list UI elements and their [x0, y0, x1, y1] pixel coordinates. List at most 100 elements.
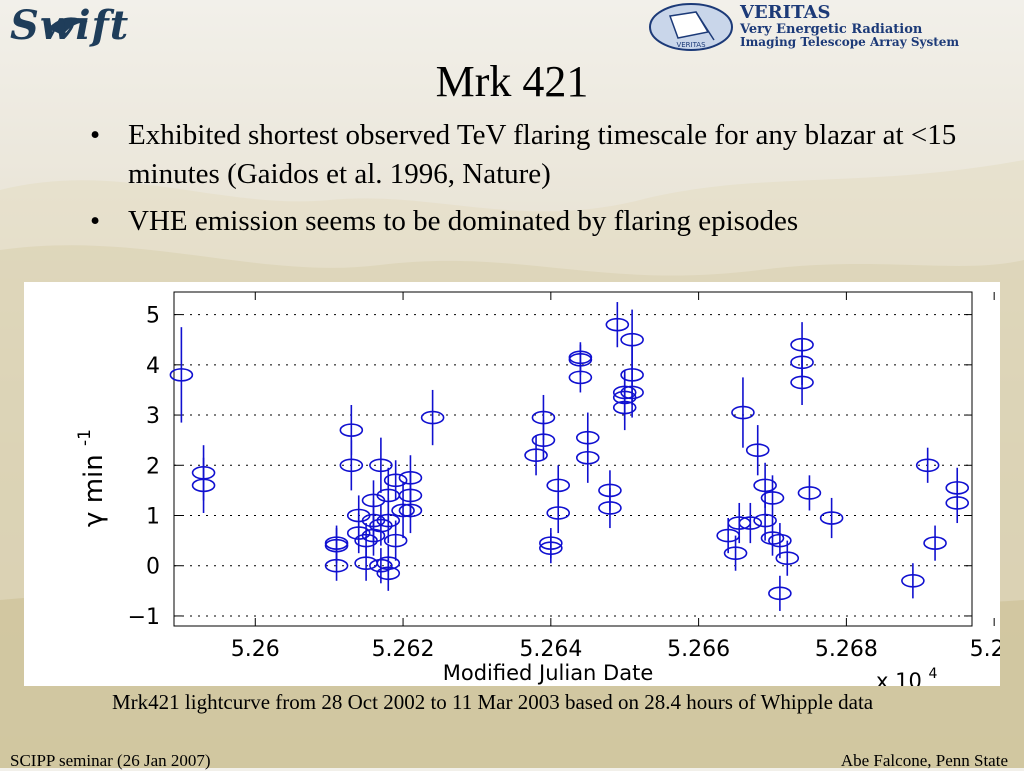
data-point [598, 487, 622, 529]
bullet-item: Exhibited shortest observed TeV flaring … [82, 116, 962, 194]
data-point [768, 575, 792, 611]
data-point [915, 447, 940, 483]
data-marker [539, 541, 563, 555]
plot-frame [173, 291, 973, 627]
data-marker [753, 513, 777, 528]
x-axis-multiplier: x 10 4 [876, 666, 938, 686]
data-marker [620, 385, 644, 400]
data-point [797, 475, 822, 511]
data-point [420, 389, 445, 446]
x-axis: 5.26 5.262 5.264 5.266 5.268 5.27 [231, 292, 1019, 662]
data-point [738, 502, 763, 544]
data-marker [738, 516, 763, 530]
data-series [169, 302, 970, 611]
x-axis-label: Modified Julian Date [443, 661, 654, 685]
data-marker [768, 533, 792, 548]
data-marker [723, 546, 748, 560]
data-point [620, 309, 644, 370]
data-marker [745, 443, 770, 458]
data-marker [598, 501, 622, 515]
data-point [768, 523, 792, 559]
y-axis-label-text: γ min [79, 454, 109, 527]
data-marker [901, 573, 925, 588]
swift-logo-text: Swift [10, 2, 130, 49]
y-tick-label: 1 [146, 505, 160, 530]
data-marker [945, 496, 970, 510]
chart-canvas: −1 0 1 2 3 4 5 5.26 5.262 5.264 5.266 5.268 5.27 γ … [75, 291, 1019, 693]
bullet-list: Exhibited shortest observed TeV flaring … [82, 116, 962, 249]
figure-caption: Mrk421 lightcurve from 28 Oct 2002 to 11… [112, 690, 874, 714]
data-point [753, 462, 777, 508]
data-point [760, 520, 785, 556]
data-point [169, 327, 194, 423]
veritas-subtitle-line2: Imaging Telescope Array System [740, 35, 960, 49]
data-marker [191, 478, 216, 493]
data-point [760, 475, 785, 521]
data-marker [391, 503, 415, 518]
data-marker [790, 375, 814, 390]
veritas-subtitle-line1: Very Energetic Radiation [740, 22, 923, 37]
data-point [731, 377, 755, 448]
data-marker [531, 433, 556, 447]
x-tick-label: 5.266 [667, 637, 730, 662]
data-point [539, 533, 563, 564]
data-marker [760, 531, 785, 545]
data-marker [369, 558, 393, 573]
data-point [568, 362, 593, 393]
data-marker [768, 586, 792, 601]
data-marker [605, 317, 630, 332]
x-axis-multiplier-exponent: 4 [929, 666, 938, 682]
y-axis-label: γ min -1 [75, 429, 109, 527]
data-marker [575, 450, 600, 465]
data-point [369, 437, 393, 493]
data-point [775, 540, 800, 576]
veritas-emblem-label: VERITAS [676, 41, 706, 49]
data-marker [620, 332, 644, 347]
data-point [546, 492, 571, 534]
data-marker [915, 458, 940, 473]
data-point [324, 550, 349, 581]
veritas-title: VERITAS [740, 2, 831, 23]
data-marker [524, 448, 548, 463]
data-marker [546, 478, 571, 493]
y-axis: −1 0 1 2 3 4 5 [128, 304, 972, 630]
data-point [339, 440, 364, 491]
data-point [612, 384, 637, 431]
data-point [346, 512, 371, 554]
data-point [531, 420, 556, 461]
data-marker [339, 423, 364, 437]
x-tick-label: 5.268 [815, 637, 878, 662]
data-point [376, 555, 401, 591]
data-marker [775, 551, 800, 565]
data-point [383, 460, 408, 501]
slide-title: Mrk 421 [435, 57, 589, 106]
x-tick-label: 5.264 [519, 637, 582, 662]
y-tick-label: −1 [128, 605, 160, 630]
data-marker [376, 566, 401, 581]
bullet-item: VHE emission seems to be dominated by fl… [82, 202, 962, 241]
data-point [819, 497, 844, 539]
data-marker [546, 506, 571, 520]
veritas-logo: VERITAS VERITAS Very Energetic Radiation… [648, 2, 1020, 52]
y-tick-label: 2 [146, 454, 160, 479]
data-marker [612, 400, 637, 415]
data-marker [753, 478, 777, 493]
data-point [723, 535, 748, 571]
data-marker [383, 533, 408, 548]
data-marker [819, 511, 844, 525]
data-marker [324, 558, 349, 573]
data-point [398, 487, 423, 534]
footer-author: Abe Falcone, Penn State [840, 751, 1008, 770]
data-marker [797, 486, 822, 500]
data-point [605, 302, 630, 348]
x-axis-multiplier-text: x 10 [876, 669, 922, 686]
data-marker [398, 503, 423, 518]
data-point [620, 367, 644, 418]
footer-seminar: SCIPP seminar (26 Jan 2007) [10, 751, 211, 770]
x-tick-label: 5.26 [231, 637, 280, 662]
data-marker [420, 410, 445, 425]
lightcurve-chart: −1 0 1 2 3 4 5 5.26 5.262 5.264 5.266 5.268 5.27 γ … [24, 282, 1019, 693]
y-axis-label-exponent: -1 [75, 429, 95, 446]
data-marker [760, 491, 785, 505]
swift-logo: Swift [2, 2, 188, 52]
